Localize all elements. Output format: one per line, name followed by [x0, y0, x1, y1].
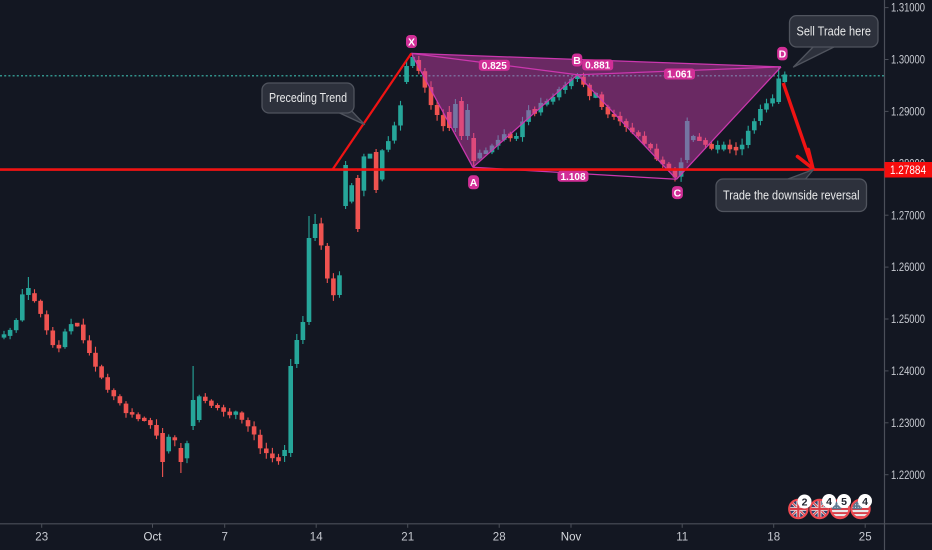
svg-text:X: X [408, 36, 415, 48]
svg-text:5: 5 [841, 496, 847, 508]
svg-text:Preceding Trend: Preceding Trend [269, 91, 347, 105]
svg-text:14: 14 [310, 532, 323, 544]
svg-text:1.23000: 1.23000 [891, 416, 925, 430]
svg-text:1.108: 1.108 [560, 172, 585, 183]
svg-text:25: 25 [859, 532, 872, 544]
svg-text:C: C [674, 187, 682, 199]
svg-text:1.30000: 1.30000 [891, 53, 925, 67]
svg-text:Trade the downside reversal: Trade the downside reversal [723, 189, 860, 203]
svg-text:1.31000: 1.31000 [891, 1, 925, 15]
svg-text:7: 7 [221, 532, 227, 544]
svg-text:Oct: Oct [144, 532, 163, 544]
svg-text:1.22000: 1.22000 [891, 468, 925, 482]
svg-text:1.061: 1.061 [667, 70, 692, 81]
svg-text:4: 4 [826, 496, 832, 508]
svg-text:1.29000: 1.29000 [891, 105, 925, 119]
svg-text:1.25000: 1.25000 [891, 312, 925, 326]
svg-text:18: 18 [767, 532, 780, 544]
svg-text:0.881: 0.881 [585, 61, 610, 72]
svg-text:A: A [470, 177, 478, 189]
svg-text:21: 21 [401, 532, 414, 544]
svg-text:0.825: 0.825 [482, 61, 507, 72]
svg-text:1.24000: 1.24000 [891, 364, 925, 378]
svg-text:4: 4 [862, 496, 868, 508]
svg-text:28: 28 [493, 532, 506, 544]
svg-text:1.26000: 1.26000 [891, 260, 925, 274]
svg-text:Sell Trade here: Sell Trade here [797, 25, 872, 39]
svg-text:2: 2 [802, 496, 808, 508]
svg-text:D: D [779, 48, 787, 60]
svg-text:1.27000: 1.27000 [891, 208, 925, 222]
svg-text:11: 11 [676, 532, 688, 544]
svg-text:23: 23 [35, 532, 48, 544]
svg-text:1.27884: 1.27884 [890, 163, 926, 177]
svg-text:Nov: Nov [561, 532, 582, 544]
svg-text:B: B [573, 55, 581, 67]
